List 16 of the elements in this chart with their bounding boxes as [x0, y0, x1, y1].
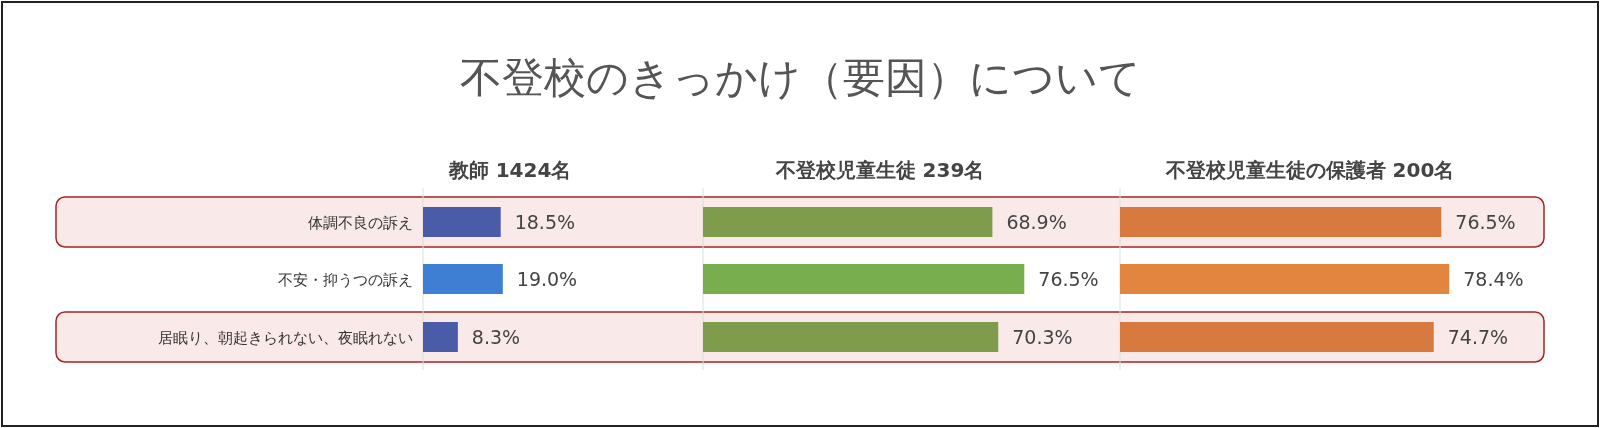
- data-label: 76.5%: [1038, 268, 1099, 290]
- data-label: 70.3%: [1012, 326, 1073, 348]
- data-label: 74.7%: [1447, 326, 1509, 348]
- data-label: 19.0%: [516, 268, 578, 290]
- chart-title: 教師 1424名: [447, 158, 572, 182]
- data-label: 78.4%: [1463, 268, 1524, 290]
- chart-title: 不登校児童生徒の保護者 200名: [1164, 158, 1455, 182]
- data-label: 18.5%: [514, 211, 576, 233]
- y-tick-label: 居眠り、朝起きられない、夜眠れない: [158, 329, 413, 347]
- y-tick-label: 不安・抑うつの訴え: [278, 271, 413, 289]
- data-label: 76.5%: [1455, 211, 1516, 233]
- data-label: 8.3%: [471, 326, 521, 348]
- chart-title: 不登校児童生徒 239名: [774, 158, 985, 182]
- y-tick-label: 体調不良の訴え: [308, 214, 413, 232]
- data-label: 68.9%: [1006, 211, 1067, 233]
- text: 不登校のきっかけ（要因）について: [459, 53, 1141, 102]
